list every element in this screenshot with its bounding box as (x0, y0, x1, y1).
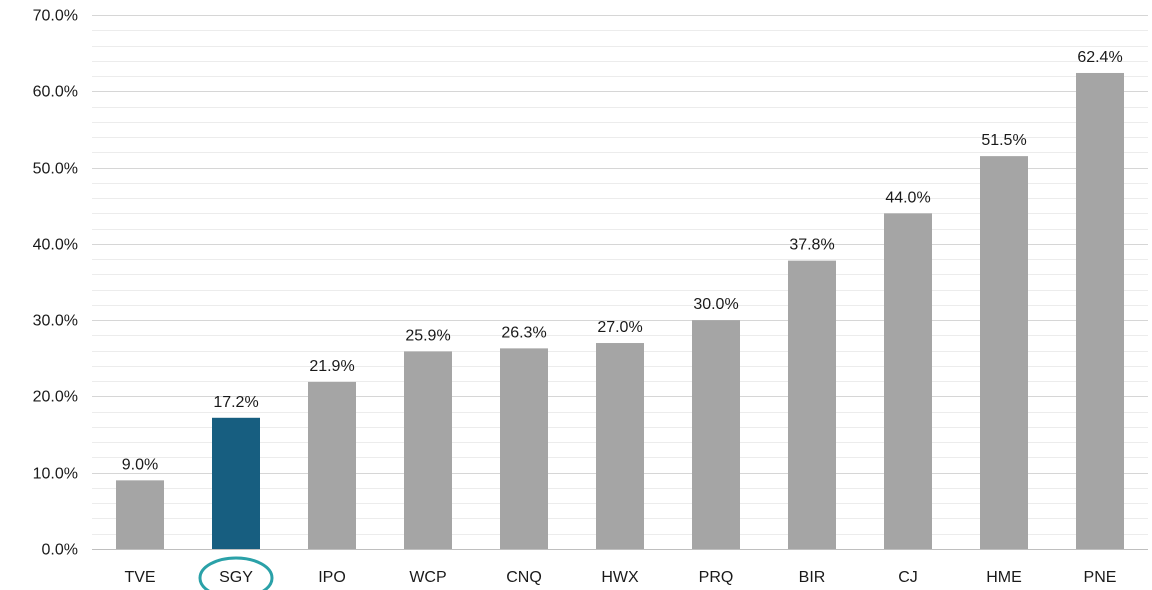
y-tick-label: 30.0% (33, 313, 78, 330)
bar-sgy (212, 417, 260, 549)
category-label-sgy: SGY (219, 569, 253, 586)
category-label-tve: TVE (124, 569, 155, 586)
data-label-tve: 9.0% (122, 456, 158, 473)
bar-cnq (500, 348, 548, 549)
category-label-cj: CJ (898, 569, 918, 586)
data-label-prq: 30.0% (693, 296, 738, 313)
y-tick-label: 40.0% (33, 237, 78, 254)
category-label-ipo: IPO (318, 569, 346, 586)
data-label-wcp: 25.9% (405, 327, 450, 344)
category-label-cnq: CNQ (506, 569, 542, 586)
bar-hwx (596, 343, 644, 549)
category-label-hwx: HWX (601, 569, 639, 586)
y-tick-label: 50.0% (33, 161, 78, 178)
bar-ipo (308, 381, 356, 549)
category-label-prq: PRQ (699, 569, 734, 586)
data-label-hwx: 27.0% (597, 319, 642, 336)
bar-hme (980, 156, 1028, 549)
bar-bir (788, 260, 836, 549)
bar-tve (116, 480, 164, 549)
category-label-wcp: WCP (409, 569, 446, 586)
grid-lines (92, 15, 1148, 535)
y-tick-label: 70.0% (33, 8, 78, 25)
y-tick-label: 10.0% (33, 466, 78, 483)
data-label-bir: 37.8% (789, 237, 834, 254)
bar-pne (1076, 72, 1124, 549)
bars (116, 72, 1124, 550)
data-label-sgy: 17.2% (213, 394, 258, 411)
y-tick-label: 0.0% (42, 542, 78, 559)
y-tick-label: 60.0% (33, 84, 78, 101)
data-label-cnq: 26.3% (501, 324, 546, 341)
category-label-hme: HME (986, 569, 1022, 586)
labels: 0.0% 10.0% 20.0% 30.0% 40.0% 50.0% 60.0% 70.0% 9… (33, 8, 1123, 590)
data-label-pne: 62.4% (1077, 49, 1122, 66)
data-label-cj: 44.0% (885, 189, 930, 206)
data-label-ipo: 21.9% (309, 358, 354, 375)
bar-cj (884, 213, 932, 550)
category-label-bir: BIR (799, 569, 826, 586)
bar-prq (692, 320, 740, 549)
data-label-hme: 51.5% (981, 132, 1026, 149)
highlight-circle (198, 556, 274, 590)
category-label-pne: PNE (1084, 569, 1117, 586)
bar-wcp (404, 351, 452, 549)
y-tick-label: 20.0% (33, 389, 78, 406)
